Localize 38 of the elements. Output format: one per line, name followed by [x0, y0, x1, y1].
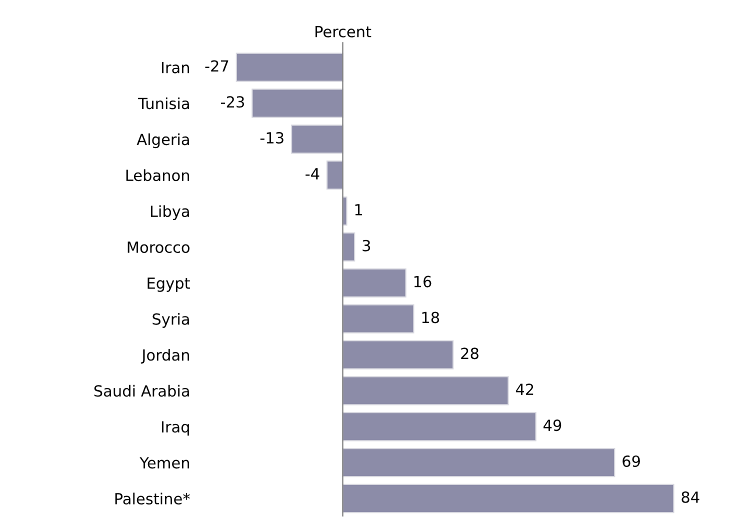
data-label: 69 [622, 455, 640, 467]
bar [236, 52, 344, 82]
y-tick-label: Algeria [136, 133, 189, 148]
bar [342, 376, 509, 406]
bar [326, 160, 344, 190]
y-tick-label: Iran [162, 62, 190, 74]
bar [342, 412, 536, 442]
y-tick-label: Lebanon [126, 169, 190, 182]
data-label: -23 [221, 96, 244, 108]
data-label: -27 [205, 60, 228, 72]
bar [342, 484, 674, 514]
data-label: 84 [682, 491, 700, 503]
y-tick-label: Libya [150, 205, 189, 220]
data-label: 42 [516, 384, 534, 395]
chart-title: Percent [316, 26, 372, 38]
y-tick-label: Tunisia [138, 97, 189, 110]
data-label: 18 [422, 312, 440, 324]
data-label: 16 [414, 276, 432, 288]
y-tick-label: Morocco [128, 242, 190, 253]
bar [342, 448, 616, 478]
y-tick-label: Yemen [140, 457, 190, 469]
y-tick-label: Saudi Arabia [94, 384, 189, 397]
y-tick-label: Jordan [140, 348, 190, 364]
bar [252, 88, 344, 118]
bar [291, 124, 344, 154]
bar [342, 268, 406, 298]
bar [342, 340, 454, 370]
y-tick-label: Palestine* [115, 492, 190, 505]
y-tick-label: Iraq [162, 421, 189, 436]
data-label: 1 [355, 204, 362, 216]
data-label: -13 [260, 132, 284, 144]
data-label: 3 [362, 240, 370, 252]
y-tick-label: Syria [152, 313, 189, 328]
y-tick-label: Egypt [148, 278, 190, 292]
data-label: 28 [461, 348, 478, 360]
data-label: 49 [544, 420, 562, 432]
data-label: -4 [306, 168, 320, 180]
bar [342, 304, 414, 334]
